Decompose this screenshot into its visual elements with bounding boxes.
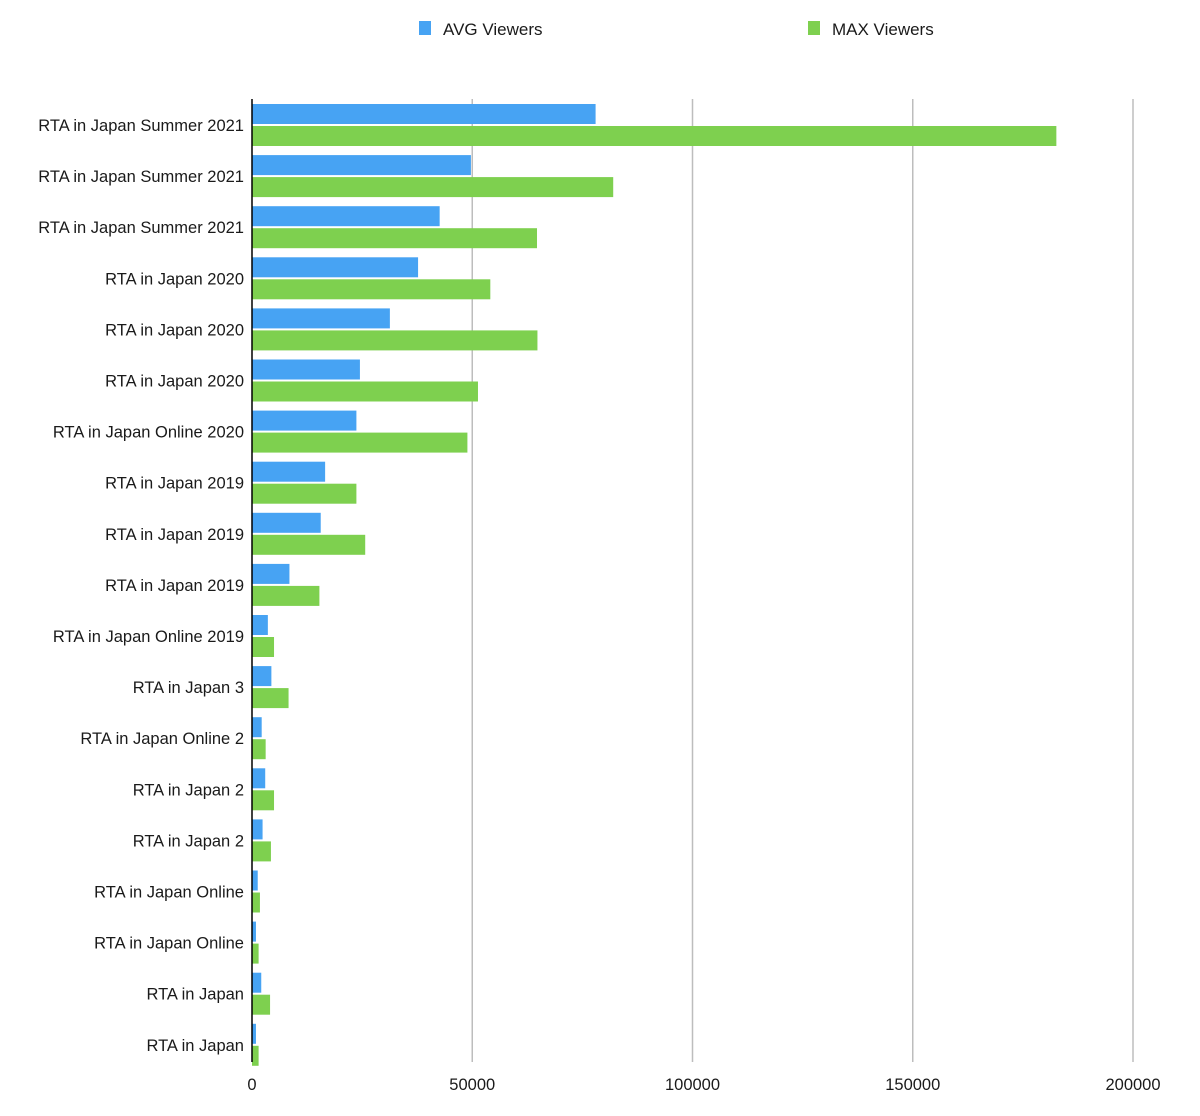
gridlines <box>471 99 1134 1062</box>
category-label: RTA in Japan 2019 <box>105 526 244 544</box>
bar-avg-viewers: RTA in Japan 2019 — AVG Viewers: 16600 <box>252 461 326 482</box>
bar-avg-viewers: RTA in Japan 3 — AVG Viewers: 4400 <box>252 666 272 687</box>
category-label: RTA in Japan 2020 <box>105 321 244 339</box>
bar-max-viewers: RTA in Japan 2020 — MAX Viewers: 51300 <box>252 381 478 402</box>
x-axis-tick-labels: 0 50000 100000 150000 200000 <box>247 1076 1160 1094</box>
legend-label-avg-viewers: AVG Viewers <box>443 20 543 39</box>
category-labels: RTA in Japan Summer 2021 RTA in Japan Sum… <box>38 117 244 1055</box>
category-label: RTA in Japan Online 2019 <box>53 628 244 646</box>
category-label: RTA in Japan 2020 <box>105 270 244 288</box>
category-label: RTA in Japan Online <box>94 884 244 902</box>
category-label: RTA in Japan Summer 2021 <box>38 117 244 135</box>
category-label: RTA in Japan <box>146 1037 244 1055</box>
bar-avg-viewers: RTA in Japan Online 2 — AVG Viewers: 220… <box>252 717 262 738</box>
category-label: RTA in Japan Summer 2021 <box>38 168 244 186</box>
bar-avg-viewers: RTA in Japan Online — AVG Viewers: 1300 <box>252 870 258 891</box>
bar-max-viewers: RTA in Japan — MAX Viewers: 4100 <box>252 994 271 1015</box>
x-tick-label: 150000 <box>885 1076 940 1094</box>
legend-label-max-viewers: MAX Viewers <box>832 20 934 39</box>
category-label: RTA in Japan Online <box>94 935 244 953</box>
bar-max-viewers: RTA in Japan Online 2019 — MAX Viewers: … <box>252 637 275 657</box>
bar-max-viewers: RTA in Japan 2 — MAX Viewers: 5000 <box>252 790 275 811</box>
bar-max-viewers: RTA in Japan 2020 — MAX Viewers: 54100 <box>252 279 491 300</box>
x-tick-label: 0 <box>247 1076 256 1094</box>
bar-avg-viewers: RTA in Japan 2 — AVG Viewers: 3000 <box>252 768 266 789</box>
bar-avg-viewers: RTA in Japan 2019 — AVG Viewers: 15600 <box>252 512 321 533</box>
category-label: RTA in Japan 3 <box>133 679 244 697</box>
bar-avg-viewers: RTA in Japan Online 2020 — AVG Viewers: … <box>252 410 357 431</box>
category-label: RTA in Japan 2019 <box>105 577 244 595</box>
bar-max-viewers: RTA in Japan 2020 — MAX Viewers: 64800 <box>252 330 538 351</box>
bar-max-viewers: RTA in Japan Online — MAX Viewers: 1800 <box>252 892 260 913</box>
bar-avg-viewers: RTA in Japan 2020 — AVG Viewers: 37700 <box>252 257 419 278</box>
category-label: RTA in Japan Online 2 <box>80 730 244 748</box>
category-label: RTA in Japan 2 <box>133 781 244 799</box>
bar-avg-viewers: RTA in Japan — AVG Viewers: 900 <box>252 1023 256 1044</box>
category-label: RTA in Japan <box>146 986 244 1004</box>
category-label: RTA in Japan 2 <box>133 832 244 850</box>
bar-max-viewers: RTA in Japan Online 2 — MAX Viewers: 310… <box>252 739 266 760</box>
bar-max-viewers: RTA in Japan Summer 2021 — MAX Viewers: … <box>252 177 614 198</box>
bar-avg-viewers: RTA in Japan 2020 — AVG Viewers: 31300 <box>252 308 390 329</box>
legend-swatch-max-viewers <box>808 21 820 35</box>
legend: AVG Viewers MAX Viewers <box>419 20 934 39</box>
bar-avg-viewers: RTA in Japan Online — AVG Viewers: 900 <box>252 921 256 942</box>
bar-avg-viewers: RTA in Japan 2019 — AVG Viewers: 8500 <box>252 563 290 584</box>
x-tick-label: 50000 <box>449 1076 495 1094</box>
bar-avg-viewers: RTA in Japan Online 2019 — AVG Viewers: … <box>252 615 268 635</box>
legend-swatch-avg-viewers <box>419 21 431 35</box>
bar-max-viewers: RTA in Japan 2019 — MAX Viewers: 15300 <box>252 585 320 606</box>
bar-max-viewers: RTA in Japan 3 — MAX Viewers: 8300 <box>252 688 289 709</box>
bar-max-viewers: RTA in Japan — MAX Viewers: 1500 <box>252 1045 259 1066</box>
bar-avg-viewers: RTA in Japan 2020 — AVG Viewers: 24500 <box>252 359 360 380</box>
bar-max-viewers: RTA in Japan Summer 2021 — MAX Viewers: … <box>252 126 1057 146</box>
bar-avg-viewers: RTA in Japan — AVG Viewers: 2100 <box>252 972 262 993</box>
bar-max-viewers: RTA in Japan 2 — MAX Viewers: 4300 <box>252 841 271 862</box>
x-tick-label: 100000 <box>665 1076 720 1094</box>
category-label: RTA in Japan 2020 <box>105 373 244 391</box>
bar-avg-viewers: RTA in Japan Summer 2021 — AVG Viewers: … <box>252 206 440 227</box>
category-label: RTA in Japan Online 2020 <box>53 424 244 442</box>
bar-max-viewers: RTA in Japan 2019 — MAX Viewers: 25700 <box>252 534 366 555</box>
bar-avg-viewers: RTA in Japan Summer 2021 — AVG Viewers: … <box>252 155 471 176</box>
bar-max-viewers: RTA in Japan Online — MAX Viewers: 1500 <box>252 943 259 964</box>
bars: RTA in Japan Summer 2021 — AVG Viewers: … <box>252 104 1057 1066</box>
category-label: RTA in Japan 2019 <box>105 475 244 493</box>
x-tick-label: 200000 <box>1105 1076 1160 1094</box>
bar-max-viewers: RTA in Japan 2019 — MAX Viewers: 23700 <box>252 483 357 504</box>
bar-max-viewers: RTA in Japan Online 2020 — MAX Viewers: … <box>252 432 468 453</box>
bar-avg-viewers: RTA in Japan 2 — AVG Viewers: 2400 <box>252 819 263 840</box>
bar-avg-viewers: RTA in Japan Summer 2021 — AVG Viewers: … <box>252 104 596 124</box>
bar-max-viewers: RTA in Japan Summer 2021 — MAX Viewers: … <box>252 228 538 249</box>
category-label: RTA in Japan Summer 2021 <box>38 219 244 237</box>
